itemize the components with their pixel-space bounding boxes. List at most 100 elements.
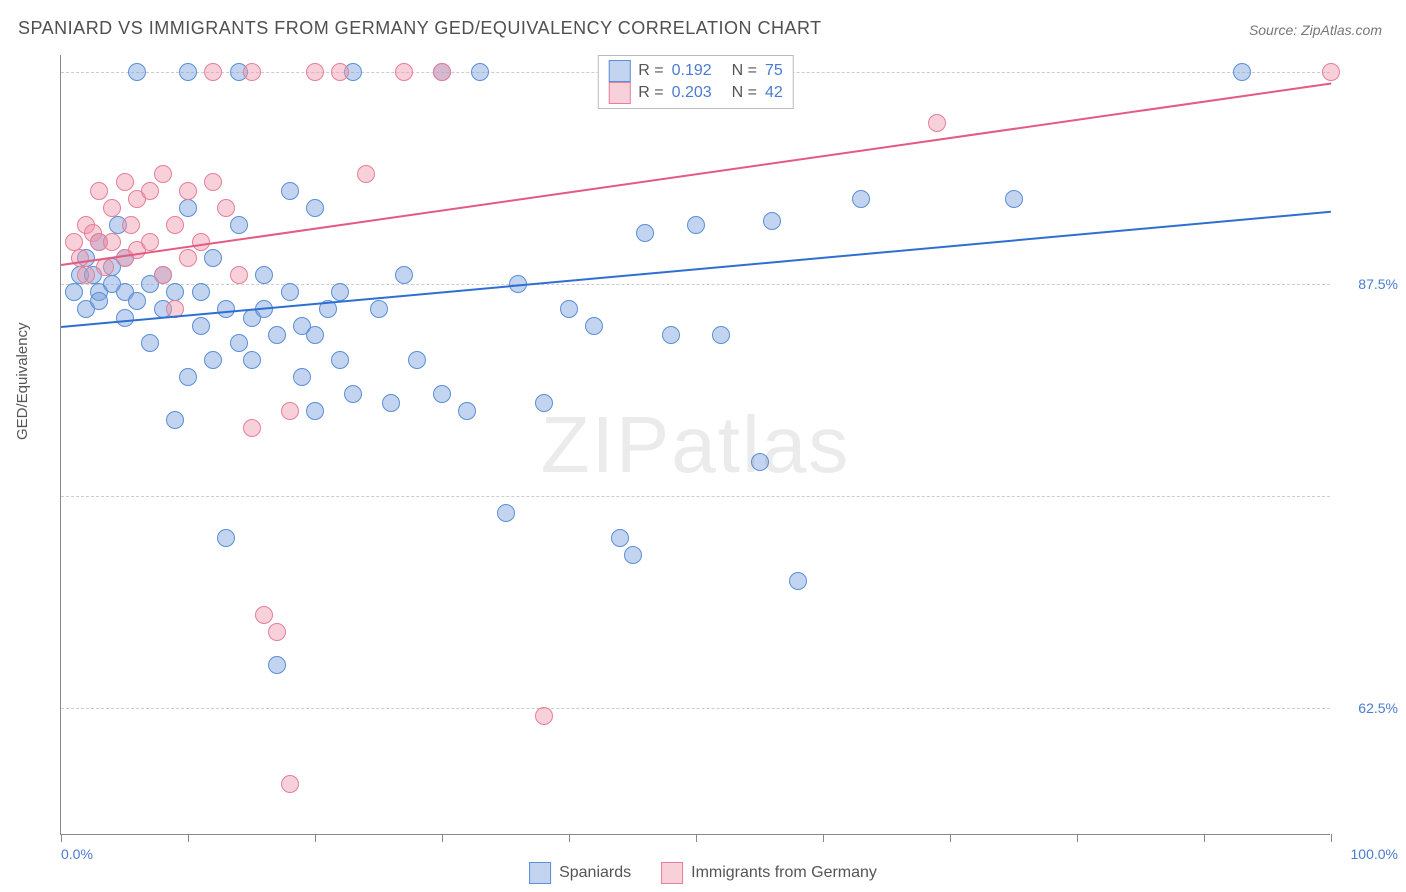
scatter-point-spaniards: [243, 351, 261, 369]
stats-n-value: 75: [765, 62, 783, 80]
legend-item-spaniards: Spaniards: [529, 862, 631, 884]
scatter-point-spaniards: [141, 334, 159, 352]
scatter-point-spaniards: [217, 300, 235, 318]
scatter-point-spaniards: [382, 394, 400, 412]
correlation-stats-box: R =0.192N =75R =0.203N =42: [597, 55, 793, 109]
scatter-point-spaniards: [255, 266, 273, 284]
scatter-point-spaniards: [687, 216, 705, 234]
xtick: [442, 834, 443, 842]
scatter-point-germany: [166, 216, 184, 234]
stats-n-value: 42: [765, 84, 783, 102]
xtick-label-min: 0.0%: [61, 846, 93, 862]
scatter-point-spaniards: [230, 334, 248, 352]
chart-title: SPANIARD VS IMMIGRANTS FROM GERMANY GED/…: [18, 18, 822, 39]
scatter-point-spaniards: [268, 656, 286, 674]
scatter-point-germany: [395, 63, 413, 81]
gridline-h: [61, 496, 1330, 497]
scatter-point-spaniards: [230, 216, 248, 234]
scatter-point-spaniards: [281, 283, 299, 301]
scatter-point-spaniards: [306, 326, 324, 344]
xtick: [569, 834, 570, 842]
scatter-point-spaniards: [763, 212, 781, 230]
scatter-point-spaniards: [751, 453, 769, 471]
scatter-point-spaniards: [179, 199, 197, 217]
scatter-point-germany: [204, 173, 222, 191]
stats-n-label: N =: [732, 84, 757, 102]
scatter-point-spaniards: [395, 266, 413, 284]
scatter-point-spaniards: [611, 529, 629, 547]
legend-item-germany: Immigrants from Germany: [661, 862, 877, 884]
legend-swatch-pink: [661, 862, 683, 884]
scatter-point-spaniards: [281, 182, 299, 200]
scatter-point-germany: [217, 199, 235, 217]
scatter-point-germany: [141, 233, 159, 251]
scatter-point-germany: [154, 165, 172, 183]
gridline-h: [61, 284, 1330, 285]
scatter-point-spaniards: [331, 283, 349, 301]
scatter-point-germany: [268, 623, 286, 641]
scatter-point-germany: [192, 233, 210, 251]
scatter-point-germany: [154, 266, 172, 284]
stats-swatch-germany: [608, 82, 630, 104]
trendline-germany: [61, 82, 1331, 265]
legend-label-germany: Immigrants from Germany: [691, 864, 877, 882]
watermark-atlas: atlas: [671, 400, 850, 489]
scatter-point-spaniards: [433, 385, 451, 403]
stats-r-label: R =: [638, 84, 663, 102]
scatter-point-germany: [306, 63, 324, 81]
scatter-point-spaniards: [179, 368, 197, 386]
legend-swatch-blue: [529, 862, 551, 884]
scatter-point-germany: [230, 266, 248, 284]
scatter-point-germany: [96, 258, 114, 276]
scatter-point-spaniards: [535, 394, 553, 412]
scatter-point-germany: [535, 707, 553, 725]
scatter-point-spaniards: [204, 351, 222, 369]
scatter-point-spaniards: [268, 326, 286, 344]
stats-n-label: N =: [732, 62, 757, 80]
scatter-point-germany: [116, 173, 134, 191]
scatter-point-germany: [71, 249, 89, 267]
xtick: [1077, 834, 1078, 842]
scatter-point-spaniards: [90, 292, 108, 310]
scatter-point-germany: [1322, 63, 1340, 81]
scatter-point-spaniards: [471, 63, 489, 81]
scatter-point-spaniards: [789, 572, 807, 590]
scatter-point-germany: [179, 182, 197, 200]
scatter-point-germany: [90, 182, 108, 200]
scatter-point-spaniards: [306, 402, 324, 420]
scatter-point-spaniards: [1233, 63, 1251, 81]
scatter-point-spaniards: [306, 199, 324, 217]
scatter-point-spaniards: [624, 546, 642, 564]
source-label: Source: ZipAtlas.com: [1249, 22, 1382, 38]
scatter-point-spaniards: [370, 300, 388, 318]
scatter-point-germany: [243, 63, 261, 81]
scatter-point-germany: [357, 165, 375, 183]
scatter-point-spaniards: [166, 411, 184, 429]
stats-row-spaniards: R =0.192N =75: [608, 60, 782, 82]
scatter-point-spaniards: [497, 504, 515, 522]
xtick: [1331, 834, 1332, 842]
scatter-point-germany: [204, 63, 222, 81]
xtick: [696, 834, 697, 842]
stats-r-value: 0.203: [672, 84, 724, 102]
stats-r-value: 0.192: [672, 62, 724, 80]
xtick: [315, 834, 316, 842]
scatter-point-spaniards: [585, 317, 603, 335]
scatter-point-germany: [928, 114, 946, 132]
scatter-point-germany: [243, 419, 261, 437]
scatter-point-spaniards: [662, 326, 680, 344]
scatter-point-spaniards: [166, 283, 184, 301]
scatter-point-spaniards: [128, 63, 146, 81]
scatter-point-spaniards: [712, 326, 730, 344]
scatter-point-germany: [331, 63, 349, 81]
scatter-point-spaniards: [192, 317, 210, 335]
scatter-point-spaniards: [458, 402, 476, 420]
scatter-point-germany: [255, 606, 273, 624]
legend-label-spaniards: Spaniards: [559, 864, 631, 882]
xtick: [188, 834, 189, 842]
scatter-point-spaniards: [293, 368, 311, 386]
xtick-label-max: 100.0%: [1351, 846, 1398, 862]
scatter-point-spaniards: [128, 292, 146, 310]
plot-area: ZIPatlas R =0.192N =75R =0.203N =42 62.5…: [60, 55, 1330, 835]
ytick-label: 87.5%: [1358, 276, 1398, 292]
